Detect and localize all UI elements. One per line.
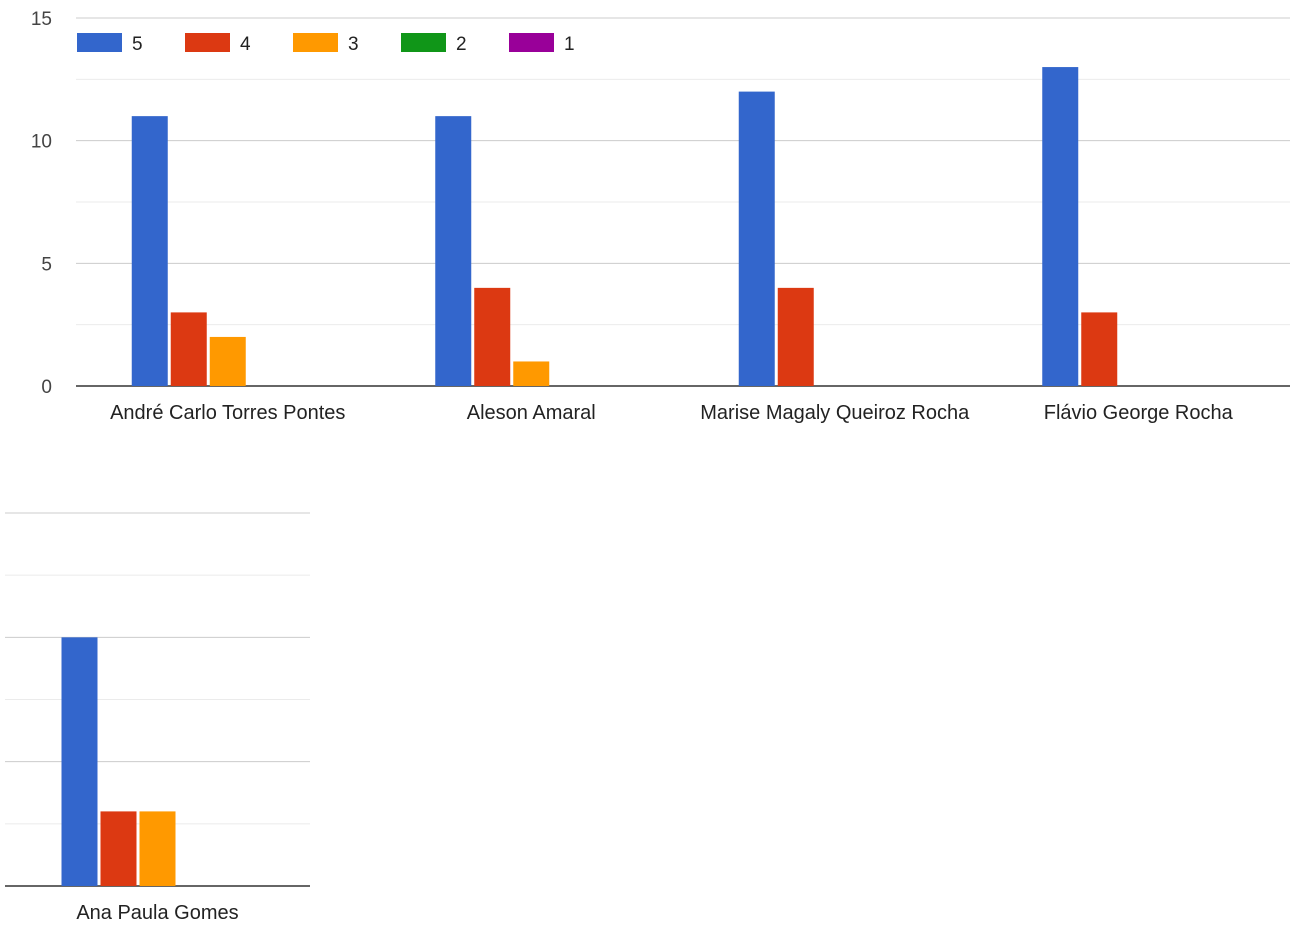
bar-3 — [209, 336, 246, 386]
category-label: Flávio George Rocha — [1044, 402, 1234, 424]
category-label: Marise Magaly Queiroz Rocha — [700, 402, 970, 424]
bar-4 — [777, 287, 814, 386]
legend-swatch — [401, 33, 446, 52]
y-tick-label: 15 — [31, 9, 52, 30]
bar-5 — [435, 116, 472, 386]
y-tick-label: 5 — [41, 254, 52, 275]
legend-swatch — [293, 33, 338, 52]
bar-4 — [1081, 312, 1118, 386]
legend-label: 1 — [564, 34, 575, 55]
bar-3 — [139, 811, 176, 886]
legend-label: 4 — [240, 34, 251, 55]
bar-5 — [61, 637, 98, 886]
y-tick-label: 0 — [41, 377, 52, 398]
bar-5 — [131, 116, 168, 386]
legend-label: 5 — [132, 34, 143, 55]
legend-label: 3 — [348, 34, 359, 55]
legend-swatch — [185, 33, 230, 52]
bar-4 — [474, 287, 511, 386]
category-label: Aleson Amaral — [467, 402, 596, 424]
y-tick-label: 10 — [31, 132, 52, 153]
bar-5 — [1042, 67, 1079, 387]
bar-4 — [170, 312, 207, 386]
bar-4 — [100, 811, 137, 886]
legend-swatch — [509, 33, 554, 52]
legend-label: 2 — [456, 34, 467, 55]
bar-3 — [513, 361, 550, 386]
bar-5 — [738, 91, 775, 386]
category-label: André Carlo Torres Pontes — [110, 402, 345, 424]
legend-swatch — [77, 33, 122, 52]
category-label: Ana Paula Gomes — [76, 902, 238, 924]
